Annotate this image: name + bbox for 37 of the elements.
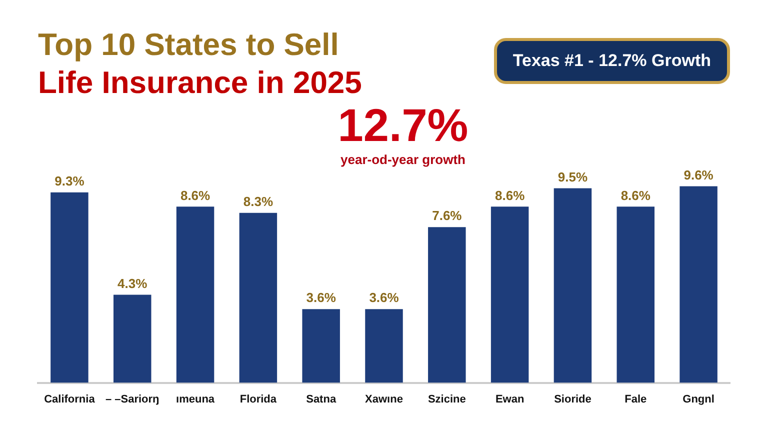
bar — [616, 206, 655, 383]
x-tick-label: Gngnl — [682, 393, 714, 406]
x-tick-label: Florida — [240, 393, 278, 406]
bar — [176, 206, 214, 383]
text: 12.7% — [336, 99, 470, 151]
chart-title: Top 10 States to Sell Life Insurance in 2025 — [38, 27, 362, 100]
bar — [239, 212, 278, 383]
data-label: 4.3% — [118, 276, 148, 291]
text: year-od-year growth — [340, 152, 466, 167]
x-tick-label: California — [44, 393, 96, 406]
bar — [554, 188, 592, 383]
bar — [365, 309, 403, 383]
data-label: 3.6% — [369, 290, 400, 306]
bar — [680, 186, 718, 383]
data-label: 8.6% — [620, 188, 651, 203]
data-label: 3.6% — [306, 290, 336, 306]
bar — [113, 294, 152, 383]
x-tick-label: Satna — [306, 393, 337, 406]
data-label: 9.5% — [558, 169, 588, 184]
bar — [50, 192, 88, 383]
data-label: 8.6% — [495, 188, 526, 203]
data-label: 8.6% — [180, 188, 211, 203]
text: Texas #1 - 12.7% Growth — [494, 38, 730, 84]
bar — [302, 309, 340, 383]
data-label: 9.6% — [684, 167, 714, 182]
bar — [428, 227, 466, 383]
x-tick-label: Ewan — [495, 393, 524, 406]
x-tick-label: Szicine — [428, 393, 466, 406]
data-label: 9.3% — [54, 173, 85, 188]
data-label: 7.6% — [432, 208, 462, 224]
bar — [490, 206, 529, 383]
x-tick-label: Fale — [624, 393, 647, 406]
x-tick-label: Xawıne — [365, 393, 403, 406]
x-tick-label: Sioride — [554, 393, 592, 406]
x-tick-label: – –Sariorŋ — [105, 393, 160, 406]
data-label: 8.3% — [243, 194, 274, 209]
x-tick-label: ımeuna — [176, 393, 216, 406]
